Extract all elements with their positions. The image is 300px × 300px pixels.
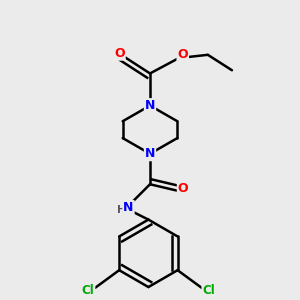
Text: N: N (145, 147, 155, 160)
Text: O: O (114, 47, 125, 60)
Text: O: O (178, 182, 188, 195)
Text: N: N (123, 201, 134, 214)
Text: Cl: Cl (202, 284, 215, 297)
Text: H: H (117, 205, 125, 215)
Text: O: O (178, 48, 188, 61)
Text: Cl: Cl (82, 284, 94, 297)
Text: N: N (145, 99, 155, 112)
